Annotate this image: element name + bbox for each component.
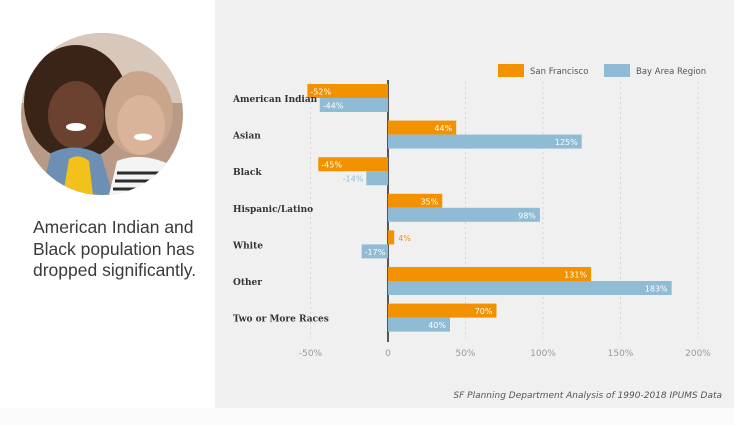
x-tick-label: 0 [385, 349, 391, 359]
headline: American Indian and Black population has… [33, 217, 197, 280]
bar-value-label: 183% [645, 285, 668, 294]
bar-value-label: 70% [475, 307, 493, 316]
bar-value-label: -45% [321, 161, 342, 170]
bar-value-label: 98% [518, 211, 536, 220]
bar [388, 303, 497, 318]
bar-value-label: 131% [564, 271, 587, 280]
bottom-strip [0, 408, 734, 425]
bar-value-label: 125% [555, 138, 578, 147]
photo-illustration [21, 33, 183, 195]
x-axis-ticks: -50% 0 50% 100% 150% 200% [299, 349, 711, 359]
source-note: SF Planning Department Analysis of 1990-… [453, 391, 722, 401]
x-tick-label: 100% [530, 349, 556, 359]
legend: San Francisco Bay Area Region [498, 64, 706, 77]
bar [388, 193, 443, 208]
category-label: Two or More Races [233, 315, 329, 325]
bar [388, 207, 540, 222]
bar-value-label: -44% [323, 102, 344, 111]
bar-value-label: 44% [434, 124, 452, 133]
bar [388, 120, 457, 135]
bar-value-label: -52% [310, 88, 331, 97]
x-tick-label: 200% [685, 349, 711, 359]
legend-label-bay-area-region: Bay Area Region [636, 67, 706, 77]
legend-swatch-bay-area-region [604, 64, 630, 77]
category-labels: American Indian Asian Black Hispanic/Latino… [232, 95, 329, 325]
bar-value-label: 40% [428, 321, 446, 330]
left-panel: American Indian and Black population has… [0, 0, 215, 408]
bar [307, 84, 388, 98]
bar [366, 171, 388, 186]
bar-chart: -52% -44% 44% 125% -45%-14% 35% 98% 4% -17% 131% 1… [232, 64, 711, 359]
bar [388, 281, 672, 295]
photo-two-women [21, 33, 183, 195]
bar [319, 98, 388, 112]
bar-value-label: -14% [343, 175, 364, 184]
bar [388, 267, 592, 281]
x-tick-label: -50% [299, 349, 323, 359]
x-tick-label: 50% [455, 349, 475, 359]
chart-panel [215, 0, 734, 408]
category-label: American Indian [232, 95, 318, 105]
category-label: Black [233, 168, 262, 178]
bar [388, 317, 450, 332]
legend-swatch-san-francisco [498, 64, 524, 77]
category-label: Other [233, 278, 262, 288]
legend-label-san-francisco: San Francisco [530, 67, 588, 77]
bar [388, 230, 395, 245]
x-tick-label: 150% [608, 349, 634, 359]
bar-value-label: 4% [398, 234, 411, 243]
category-label: Asian [232, 132, 261, 142]
bar [361, 244, 388, 259]
bars: -52% -44% 44% 125% -45%-14% 35% 98% 4% -17% 131% 1… [307, 84, 672, 332]
bar [318, 157, 388, 172]
bar-value-label: 35% [420, 197, 438, 206]
bar-value-label: -17% [365, 248, 386, 257]
category-label: Hispanic/Latino [233, 205, 313, 215]
category-label: White [232, 241, 263, 251]
bar [388, 134, 582, 149]
